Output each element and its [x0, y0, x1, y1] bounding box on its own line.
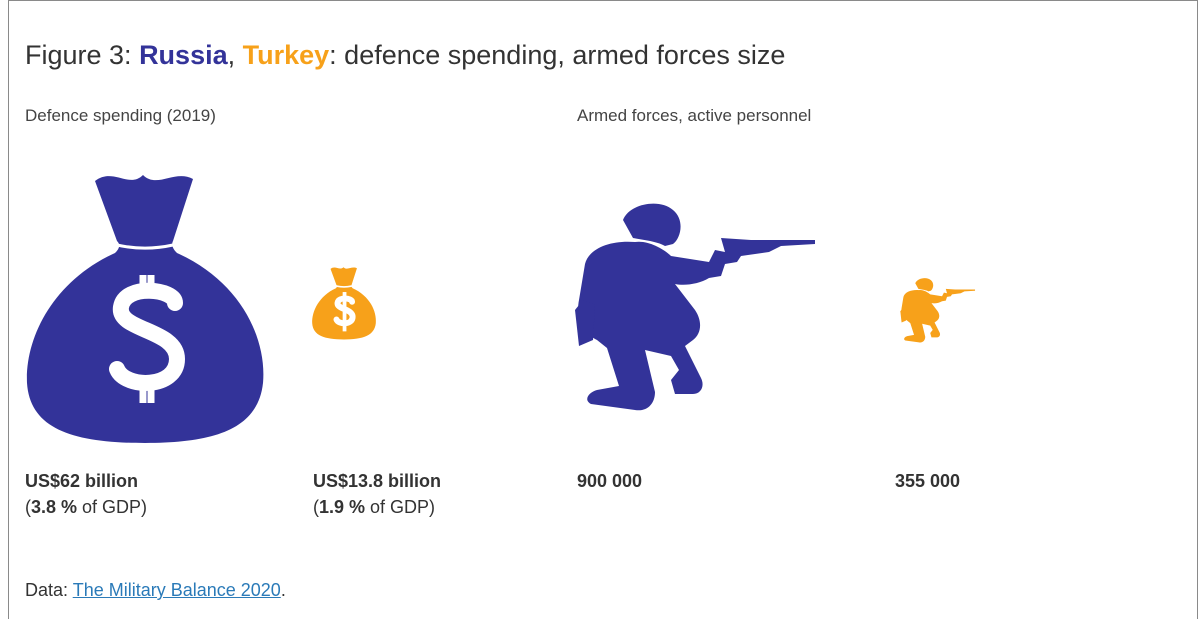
source-suffix: .	[280, 580, 286, 600]
bar-turkey-spending	[312, 267, 376, 340]
turkey-gdp-share: (1.9 % of GDP)	[313, 497, 435, 518]
spending-panel-label: Defence spending (2019)	[25, 106, 216, 125]
kneeling-soldier-icon	[893, 277, 983, 343]
data-source: Data: The Military Balance 2020.	[25, 580, 286, 601]
title-prefix: Figure 3:	[25, 40, 140, 70]
gdp-share-rest: of GDP)	[77, 497, 148, 517]
turkey-spending-value: US$13.8 billion	[313, 471, 442, 491]
title-country-turkey: Turkey	[242, 40, 330, 70]
kneeling-soldier-icon	[575, 200, 817, 412]
source-link[interactable]: The Military Balance 2020	[72, 580, 281, 600]
title-country-russia: Russia	[139, 40, 228, 70]
title-suffix: : defence spending, armed forces size	[329, 40, 786, 70]
bar-russia-spending	[26, 175, 264, 443]
russia-spending-value: US$62 billion	[25, 471, 139, 491]
gdp-open-paren: (	[313, 497, 319, 517]
title-separator: ,	[227, 40, 243, 70]
source-prefix: Data:	[25, 580, 73, 600]
money-bag-icon	[25, 163, 265, 445]
money-bag-icon	[305, 264, 383, 340]
gdp-share-value: 1.9 %	[319, 497, 366, 517]
forces-panel-label: Armed forces, active personnel	[577, 106, 812, 125]
turkey-forces-value: 355 000	[895, 471, 961, 491]
gdp-open-paren: (	[25, 497, 31, 517]
bar-turkey-forces	[900, 278, 976, 343]
gdp-share-rest: of GDP)	[365, 497, 436, 517]
bar-russia-forces	[575, 203, 815, 411]
figure-frame	[8, 0, 1198, 619]
gdp-share-value: 3.8 %	[31, 497, 78, 517]
figure-title: Figure 3: Russia, Turkey: defence spendi…	[25, 40, 785, 71]
russia-gdp-share: (3.8 % of GDP)	[25, 497, 147, 518]
russia-forces-value: 900 000	[577, 471, 643, 491]
